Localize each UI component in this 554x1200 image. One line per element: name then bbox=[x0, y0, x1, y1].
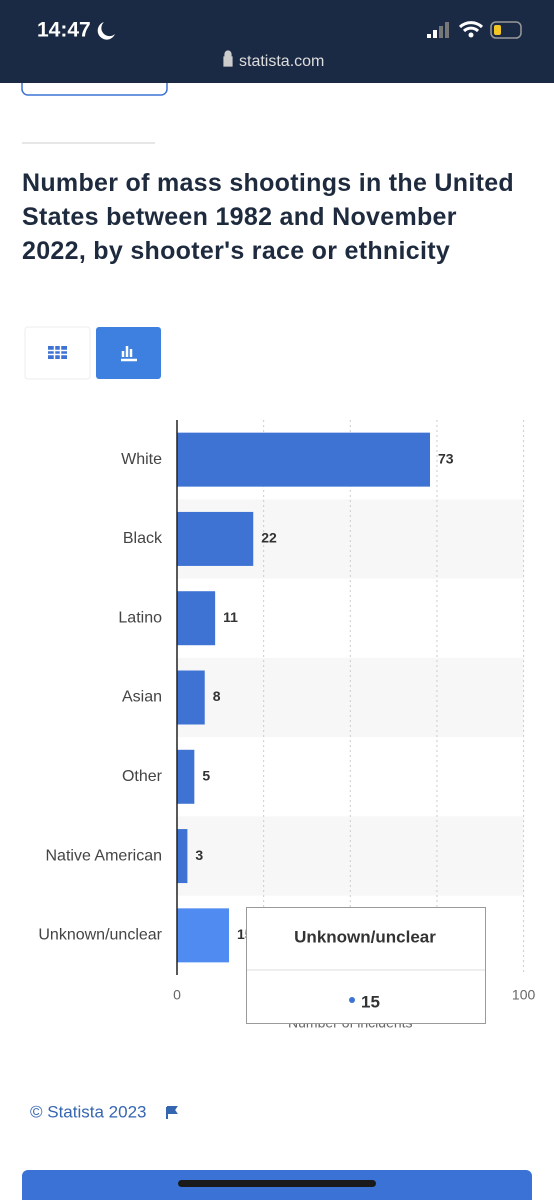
tooltip: Unknown/unclear 15 bbox=[246, 907, 486, 1024]
bar bbox=[177, 749, 195, 804]
flag-icon[interactable] bbox=[166, 1106, 178, 1119]
table-icon bbox=[48, 346, 67, 359]
url: statista.com bbox=[239, 53, 324, 70]
y-tick-label: Latino bbox=[118, 609, 162, 626]
signal-icon bbox=[427, 22, 449, 38]
tooltip-value: 15 bbox=[361, 992, 380, 1011]
x-tick-label: 0 bbox=[173, 987, 181, 1003]
data-label: 73 bbox=[438, 450, 454, 466]
button-outline bbox=[21, 83, 168, 96]
bar bbox=[177, 829, 188, 884]
copyright[interactable]: © Statista 2023 bbox=[30, 1102, 147, 1121]
y-tick-label: Asian bbox=[122, 689, 162, 706]
bar bbox=[177, 511, 254, 566]
wifi-icon bbox=[458, 21, 484, 33]
table-icon-lines bbox=[48, 346, 67, 359]
moon-icon bbox=[97, 22, 115, 40]
data-label: 22 bbox=[261, 530, 277, 546]
data-label: 8 bbox=[213, 688, 221, 704]
battery bbox=[490, 21, 522, 39]
tooltip-dot bbox=[349, 997, 355, 1003]
data-label: 3 bbox=[195, 847, 203, 863]
lock-icon bbox=[223, 50, 233, 67]
home-indicator bbox=[178, 1180, 376, 1187]
battery-level bbox=[494, 25, 501, 35]
status-bar: 14:47 statista.com bbox=[0, 0, 554, 83]
chart-icon bbox=[121, 346, 137, 362]
y-tick-label: Other bbox=[122, 768, 163, 785]
data-label: 5 bbox=[202, 767, 210, 783]
bar bbox=[177, 591, 216, 646]
bar bbox=[177, 670, 205, 725]
bar bbox=[177, 432, 431, 487]
y-tick-label: Native American bbox=[46, 847, 163, 864]
clock: 14:47 bbox=[37, 19, 91, 42]
chart-title: Number of mass shootings in the United S… bbox=[22, 169, 514, 265]
data-label: 11 bbox=[223, 609, 238, 625]
y-tick-label: White bbox=[121, 451, 162, 468]
tooltip-box bbox=[246, 907, 486, 1024]
plot-area: 0255075100Number of incidentsWhite73Blac… bbox=[38, 420, 535, 1031]
tooltip-category: Unknown/unclear bbox=[294, 927, 436, 946]
bar bbox=[177, 908, 229, 963]
x-tick-label: 100 bbox=[512, 987, 536, 1003]
y-tick-label: Black bbox=[123, 530, 163, 547]
wifi-dot bbox=[468, 32, 474, 38]
y-tick-label: Unknown/unclear bbox=[38, 927, 162, 944]
chart-view-button[interactable] bbox=[96, 327, 161, 379]
